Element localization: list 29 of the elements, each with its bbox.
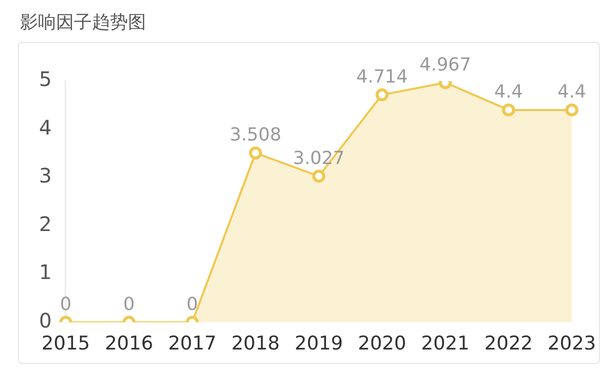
point <box>565 103 578 116</box>
data-label: 4.714 <box>356 66 408 88</box>
data-label: 4.967 <box>420 54 472 76</box>
point <box>249 146 262 160</box>
data-label: 4.4 <box>494 82 523 103</box>
point <box>502 103 516 116</box>
x-tick-label: 2018 <box>231 332 280 355</box>
point <box>312 170 326 183</box>
y-tick-label: 2 <box>38 212 52 236</box>
x-tick-label: 2022 <box>484 332 533 355</box>
x-tick-label: 2023 <box>548 332 596 355</box>
y-tick-label: 0 <box>38 308 52 332</box>
data-label: 0 <box>60 294 72 315</box>
x-tick-label: 2021 <box>421 332 470 355</box>
data-label: 0 <box>123 294 135 315</box>
y-tick-label: 5 <box>38 67 52 92</box>
x-tick-label: 2017 <box>168 332 216 355</box>
chart-title: 影响因子趋势图 <box>20 11 146 34</box>
y-tick-label: 1 <box>38 260 52 284</box>
data-label: 3.508 <box>230 124 282 146</box>
data-label: 4.4 <box>558 82 586 103</box>
y-tick-label: 3 <box>38 164 52 188</box>
x-tick-label: 2016 <box>104 332 154 355</box>
x-tick-label: 2019 <box>294 332 343 355</box>
x-tick-label: 2015 <box>42 332 90 355</box>
data-label: 0 <box>186 294 198 315</box>
x-tick-label: 2020 <box>358 332 406 355</box>
point <box>376 88 389 102</box>
y-tick-label: 4 <box>38 115 52 140</box>
